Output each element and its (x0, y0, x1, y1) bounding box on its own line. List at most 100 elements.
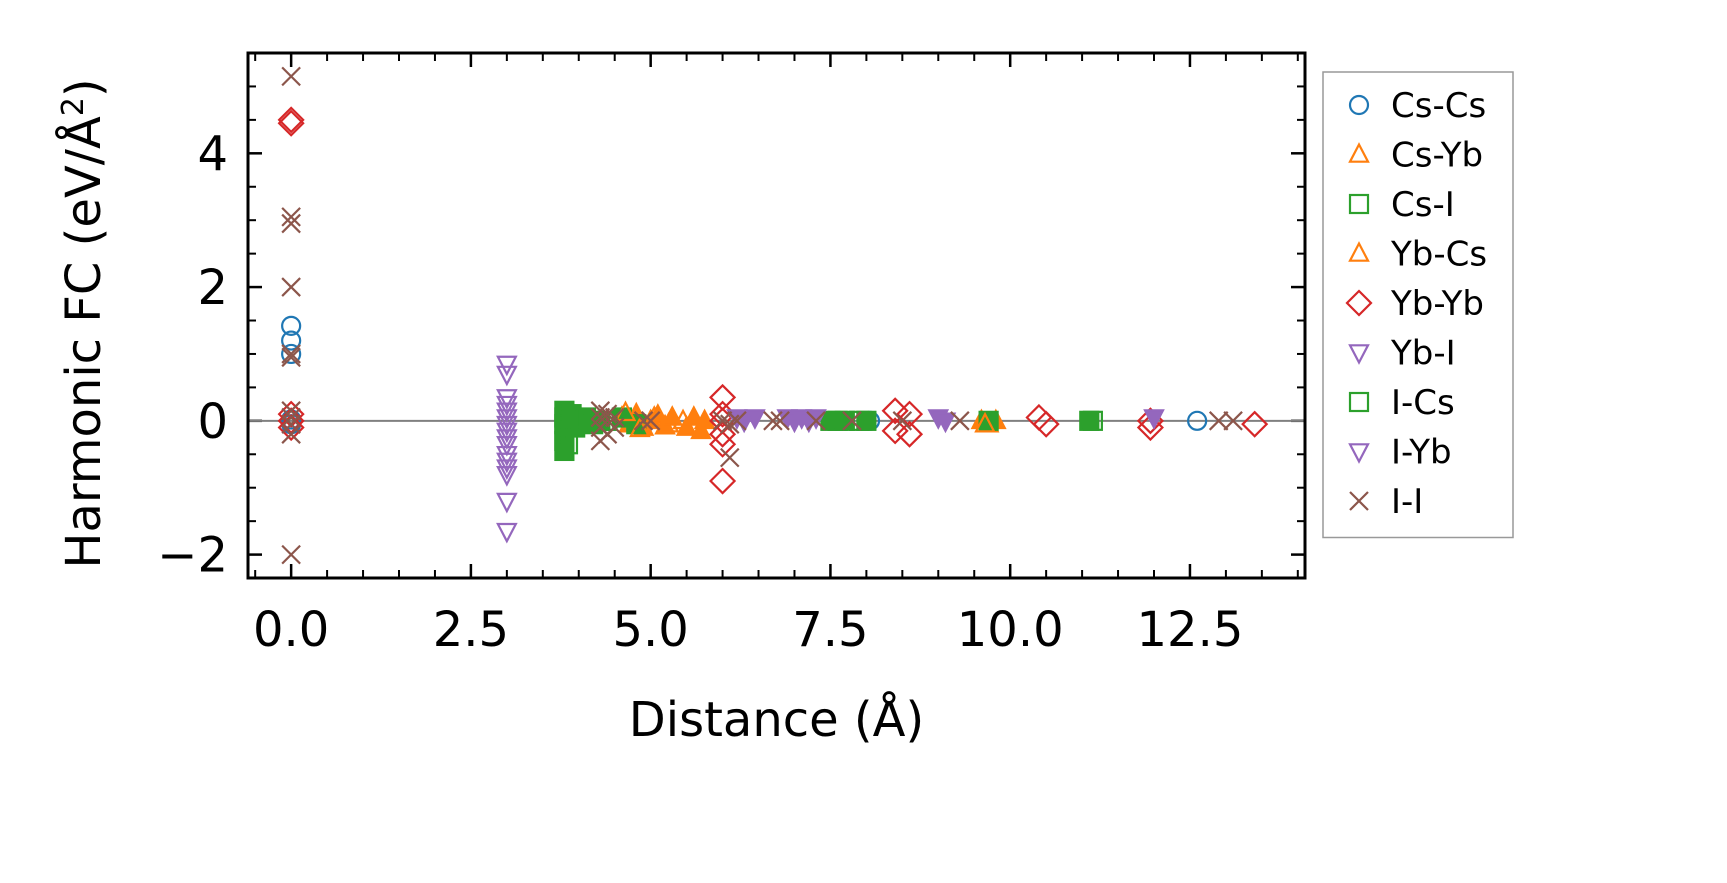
legend-box (1322, 71, 1514, 539)
data-point-i-i (633, 411, 654, 431)
data-point-yb-yb (881, 417, 909, 445)
data-point-yb-i (496, 422, 518, 444)
legend-label: I-Yb (1391, 433, 1452, 473)
data-point-cs-yb (690, 418, 712, 440)
data-point-i-yb (744, 409, 766, 430)
legend-marker (1348, 443, 1370, 464)
data-point-yb-i (496, 389, 518, 410)
data-point-yb-yb (709, 430, 737, 458)
data-point-yb-yb (1136, 413, 1164, 442)
legend-marker (1348, 344, 1370, 365)
data-point-i-i (1223, 411, 1243, 431)
legend-label: I-I (1391, 482, 1423, 522)
data-point-cs-i (856, 410, 877, 431)
y-tick-label: 4 (197, 126, 228, 182)
data-point-yb-i (496, 429, 518, 450)
data-point-yb-i (496, 395, 518, 417)
data-point-yb-i (496, 435, 518, 457)
data-point-yb-i (496, 355, 518, 377)
x-tick-label: 7.5 (792, 602, 868, 658)
legend-label: I-Cs (1391, 383, 1455, 423)
data-point-i-i (640, 411, 661, 431)
data-point-cs-cs (281, 315, 302, 336)
data-point-i-i (719, 447, 740, 468)
data-point-i-cs (827, 410, 848, 431)
data-point-i-i (604, 407, 625, 428)
legend-entry-i-yb: I-Yb (1348, 433, 1452, 473)
data-point-i-i (281, 66, 301, 87)
data-point-i-i (842, 411, 862, 431)
y-tick-label: 0 (197, 394, 228, 450)
legend-marker (1348, 142, 1370, 163)
data-point-cs-cs (281, 343, 302, 365)
data-point-i-i (950, 411, 970, 431)
legend-entry-i-cs: I-Cs (1348, 383, 1455, 423)
x-tick-label: 2.5 (433, 602, 509, 658)
data-point-i-cs (1082, 410, 1103, 431)
data-point-i-cs (557, 434, 579, 455)
data-point-yb-i (496, 459, 518, 481)
data-point-i-i (770, 411, 790, 431)
data-point-yb-i (496, 415, 518, 437)
data-point-i-yb (1143, 409, 1165, 430)
y-axis-label-main: Harmonic FC (eV/Å (55, 116, 112, 569)
legend-label: Cs-I (1391, 185, 1455, 225)
legend-label: Yb-I (1390, 334, 1456, 374)
data-point-i-i (281, 277, 301, 297)
series-i-i (281, 66, 1243, 565)
legend-marker (1348, 193, 1370, 215)
legend-entry-yb-yb: Yb-Yb (1345, 284, 1484, 324)
data-point-i-i (281, 407, 301, 428)
legend-marker (1348, 94, 1370, 116)
legend-marker (1345, 289, 1373, 317)
legend-label: Yb-Yb (1390, 284, 1484, 324)
legend-label: Cs-Yb (1391, 136, 1483, 176)
data-point-i-i (281, 414, 301, 434)
data-point-yb-i (496, 452, 518, 474)
data-point-cs-yb (693, 408, 716, 430)
data-point-i-i (281, 544, 301, 565)
data-point-cs-cs (281, 330, 302, 351)
legend-entry-yb-cs: Yb-Cs (1348, 235, 1487, 275)
y-axis-label: Harmonic FC (eV/Å2) (55, 78, 112, 568)
legend-label: Cs-Cs (1391, 86, 1486, 126)
data-point-yb-i (496, 409, 518, 430)
data-point-yb-yb (277, 109, 305, 137)
legend-entry-cs-yb: Cs-Yb (1348, 136, 1483, 176)
data-point-yb-cs (672, 408, 694, 430)
x-tick-label: 10.0 (957, 602, 1064, 658)
data-marks-layer (277, 66, 1269, 565)
tick-labels-layer: 0.0 2.5 5.0 7.5 10.0 12.5 −2 0 2 4 (157, 126, 1243, 658)
data-point-yb-i (496, 492, 518, 514)
legend-entry-cs-cs: Cs-Cs (1348, 86, 1486, 126)
data-point-i-i (892, 411, 913, 431)
data-point-i-yb (805, 409, 827, 430)
data-point-yb-yb (1241, 410, 1269, 438)
data-point-yb-i (496, 402, 518, 424)
data-point-i-cs (557, 410, 579, 431)
data-point-yb-cs (974, 411, 996, 433)
data-point-yb-i (496, 522, 518, 544)
legend-marker (1349, 491, 1369, 511)
legend-marker (1348, 391, 1370, 413)
y-axis-label-close: ) (56, 78, 112, 97)
legend: Cs-Cs Cs-Yb Cs-I Yb-Cs Yb-Yb Yb-I I-Cs I-Yb I-I (1322, 71, 1514, 539)
x-tick-label: 12.5 (1137, 602, 1244, 658)
series-yb-i (496, 355, 518, 544)
data-point-yb-yb (277, 106, 305, 134)
data-point-cs-yb (682, 405, 705, 426)
data-point-i-yb (934, 412, 957, 434)
legend-marker (1348, 241, 1370, 262)
data-point-i-i (604, 417, 625, 438)
data-point-i-i (281, 207, 301, 227)
data-point-yb-i (496, 466, 518, 487)
data-point-yb-yb (277, 413, 305, 442)
legend-entry-yb-i: Yb-I (1348, 334, 1456, 374)
y-tick-label: −2 (157, 528, 228, 584)
legend-entry-cs-i: Cs-I (1348, 185, 1455, 225)
data-point-i-i (281, 344, 301, 364)
data-point-i-i (806, 411, 826, 431)
data-point-i-i (763, 411, 783, 431)
data-point-i-i (281, 213, 301, 234)
data-point-yb-yb (1032, 410, 1060, 438)
